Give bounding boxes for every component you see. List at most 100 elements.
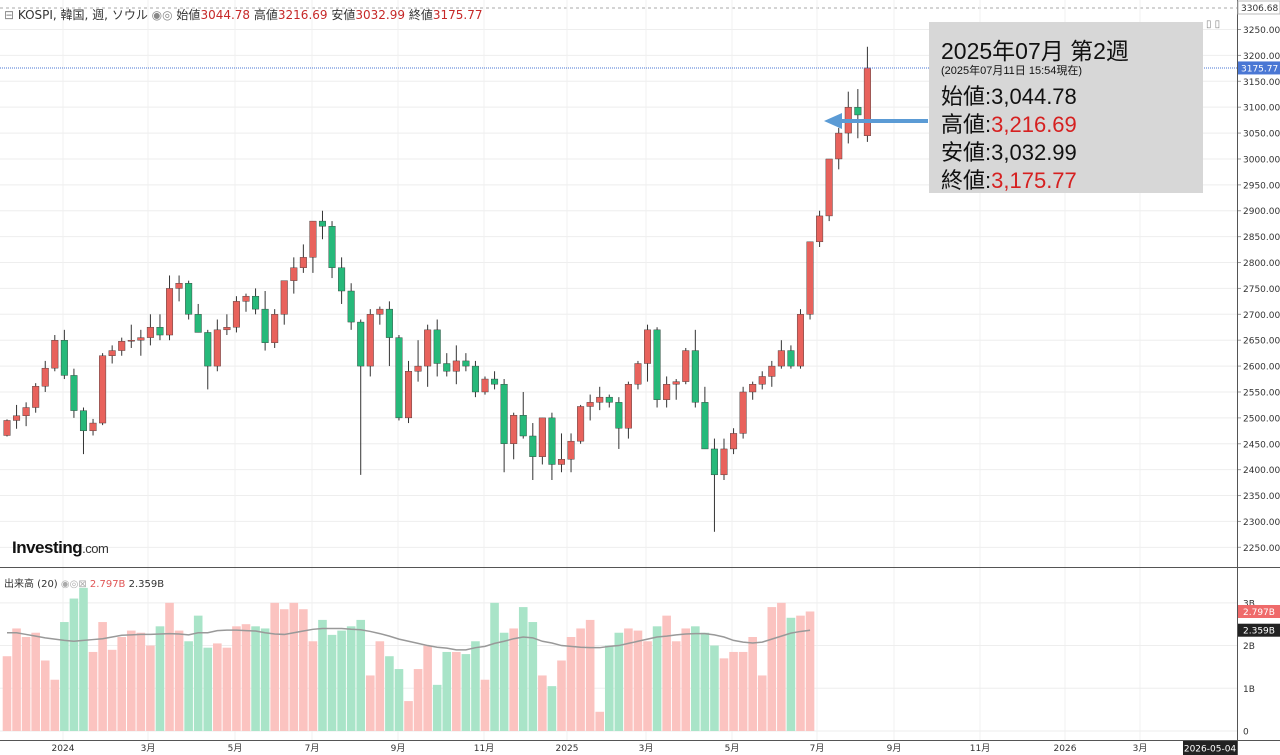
candle-body	[624, 384, 632, 429]
candle-body	[634, 363, 642, 385]
candle-body	[376, 308, 384, 315]
time-tick-label: 9月	[887, 743, 902, 754]
candle-body	[175, 283, 183, 289]
candle-body	[414, 365, 422, 372]
candle-body	[280, 280, 288, 315]
volume-bar	[557, 660, 566, 731]
volume-bar	[413, 669, 423, 731]
candle-body	[691, 350, 699, 403]
volume-bar	[681, 628, 691, 731]
volume-bar	[691, 626, 700, 731]
candle-body	[567, 440, 575, 460]
time-tick-label: 9月	[391, 743, 406, 754]
volume-bar	[31, 632, 40, 731]
window-controls[interactable]: ▯ ▯	[1206, 19, 1221, 30]
volume-bar	[375, 641, 385, 731]
candle-body	[347, 290, 355, 323]
candle-body	[462, 360, 470, 367]
time-tick-label: 7月	[810, 743, 825, 754]
volume-bar	[107, 649, 117, 731]
volume-bar	[184, 641, 193, 731]
candle-body	[60, 340, 68, 376]
volume-settings-icon[interactable]: ◉◎⊠	[60, 579, 90, 590]
info-low: 安値:3,032.99	[941, 140, 1077, 165]
volume-ma-value: 2.359B	[128, 579, 165, 590]
volume-bar	[652, 626, 662, 731]
volume-bar	[365, 675, 375, 731]
top-price-tag-box	[1237, 0, 1280, 15]
candle-body	[204, 332, 212, 367]
price-tick-label: 2550.00	[1243, 388, 1280, 398]
price-tick-label: 3050.00	[1243, 130, 1280, 140]
volume-bar	[394, 669, 404, 731]
price-tick-label: 2600.00	[1243, 363, 1280, 373]
candle-body	[89, 422, 97, 432]
candle-body	[290, 267, 298, 281]
price-tick-label: 3150.00	[1243, 78, 1280, 88]
volume-tick-label: 2B	[1243, 642, 1255, 652]
volume-bar	[624, 628, 633, 731]
candle-body	[605, 396, 613, 403]
candle-body	[213, 329, 221, 367]
volume-bar	[289, 602, 299, 731]
candle-body	[79, 410, 87, 432]
volume-bar	[461, 654, 471, 731]
candle-body	[357, 321, 365, 367]
settings-icon[interactable]: ◉◎	[151, 8, 177, 22]
volume-bar	[117, 637, 127, 731]
volume-bar	[786, 617, 796, 731]
volume-moving-average	[7, 627, 811, 651]
candle-body	[854, 106, 862, 116]
volume-bar	[260, 628, 270, 731]
time-tick-label: 5月	[228, 743, 243, 754]
candle-body	[825, 158, 833, 217]
candle-body	[835, 132, 843, 160]
volume-bar	[528, 622, 538, 731]
candle-body	[577, 406, 585, 442]
volume-tick-label: 3B	[1243, 599, 1255, 609]
candle-body	[395, 337, 403, 419]
volume-bar	[471, 641, 480, 731]
volume-bar	[432, 684, 442, 731]
time-tick-label: 2025	[556, 744, 579, 754]
candle-body	[538, 417, 546, 457]
time-tick-label: 11月	[474, 743, 494, 754]
candle-body	[443, 363, 451, 372]
volume-bar	[509, 628, 518, 731]
volume-bar	[643, 641, 652, 731]
volume-bar	[585, 619, 595, 731]
volume-bar	[40, 660, 50, 731]
volume-bar	[222, 647, 232, 731]
candles	[3, 46, 871, 532]
volume-bar	[719, 658, 729, 731]
candle-body	[108, 350, 116, 356]
week-title: 2025年07月 第2週	[941, 38, 1129, 64]
candle-body	[787, 350, 795, 367]
volume-bar	[98, 622, 107, 731]
volume-bar	[777, 602, 786, 731]
price-tick-label: 2950.00	[1243, 181, 1280, 191]
price-tick-label: 3000.00	[1243, 155, 1280, 165]
candle-body	[548, 417, 556, 465]
volume-bar	[12, 628, 21, 731]
candle-body	[615, 402, 623, 429]
candle-body	[452, 360, 460, 372]
volume-ma-tag-box	[1238, 623, 1280, 637]
time-tick-label: 7月	[305, 743, 320, 754]
price-tick-label: 2850.00	[1243, 233, 1280, 243]
candle-body	[529, 435, 537, 457]
candle-body	[758, 376, 766, 385]
arrow-head	[824, 113, 842, 129]
candle-body	[223, 327, 231, 331]
candle-body	[194, 314, 202, 333]
volume-bar	[499, 632, 509, 731]
volume-bar	[538, 675, 547, 731]
candle-body	[816, 215, 824, 243]
time-tick-label: 3月	[141, 743, 156, 754]
candle-body	[271, 314, 279, 343]
volume-bar	[50, 679, 60, 731]
volume-bar	[604, 645, 614, 731]
volume-bar	[748, 637, 757, 731]
volume-bar	[126, 630, 136, 731]
